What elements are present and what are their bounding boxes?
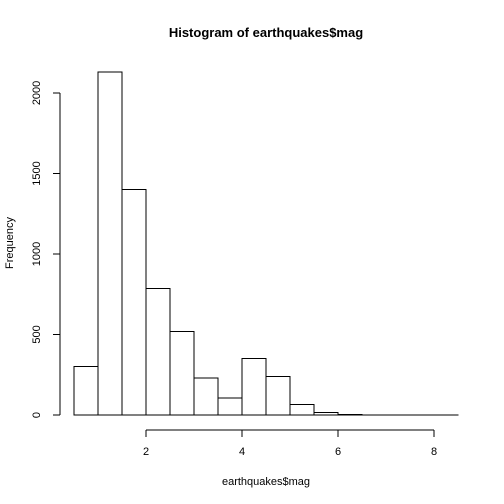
- y-axis: 0 500 1000 1500 2000: [31, 81, 61, 418]
- y-tick-label: 0: [31, 412, 43, 418]
- y-tick-label: 1000: [31, 242, 43, 266]
- y-tick-label: 1500: [31, 161, 43, 185]
- x-tick-label: 8: [431, 446, 437, 458]
- histogram-bar: [145, 288, 171, 416]
- x-axis-label: earthquakes$mag: [222, 476, 310, 488]
- histogram-bar: [121, 189, 147, 416]
- histogram-bar: [289, 404, 315, 416]
- y-tick-label: 2000: [31, 81, 43, 105]
- y-axis-label: Frequency: [4, 217, 16, 269]
- histogram-bar: [241, 358, 267, 416]
- x-tick-label: 2: [143, 446, 149, 458]
- x-tick-label: 6: [335, 446, 341, 458]
- histogram-bar: [265, 375, 291, 416]
- chart-title: Histogram of earthquakes$mag: [169, 25, 363, 40]
- histogram-bar: [97, 71, 123, 416]
- histogram-bar: [217, 397, 243, 416]
- x-axis: 2 4 6 8: [143, 429, 437, 458]
- bars-group: [73, 71, 459, 416]
- x-tick-label: 4: [239, 446, 245, 458]
- histogram-bar: [73, 366, 99, 416]
- histogram-bar: [313, 412, 339, 416]
- histogram-bar: [169, 330, 195, 416]
- y-tick-label: 500: [31, 325, 43, 343]
- histogram-bar: [193, 377, 219, 416]
